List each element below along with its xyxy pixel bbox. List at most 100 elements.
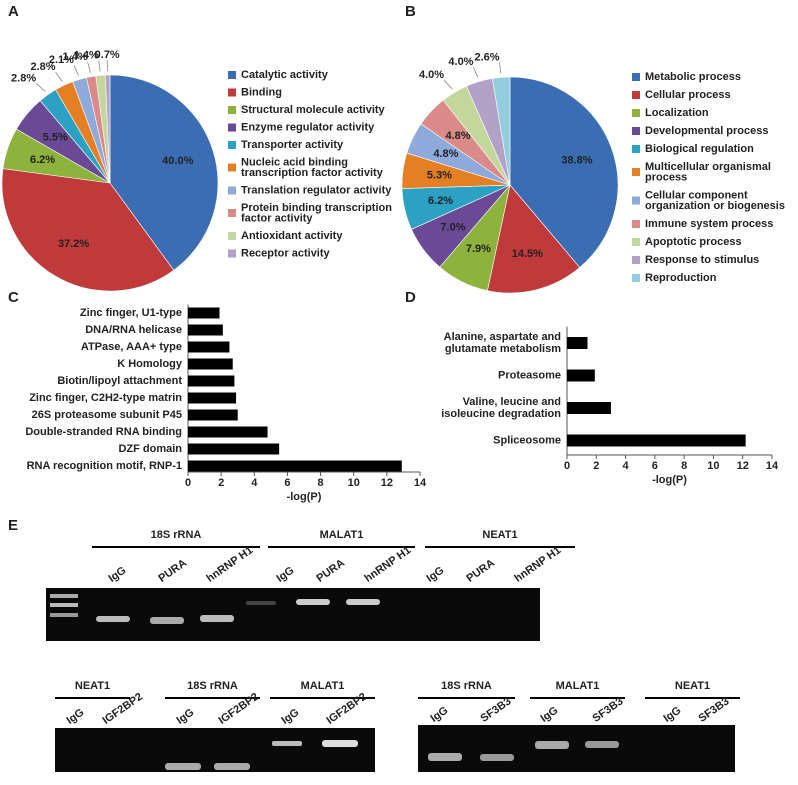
- bar: [188, 392, 237, 404]
- data-label: 4.0%: [419, 69, 444, 81]
- y-tick-label: 26S proteasome subunit P45: [32, 409, 182, 421]
- x-tick-label: 0: [185, 477, 191, 489]
- x-axis-label: -log(P): [287, 491, 322, 503]
- data-label: 4.8%: [433, 148, 458, 160]
- data-label: 1.4%: [63, 51, 88, 63]
- leader-line: [73, 65, 79, 76]
- legend-swatch: [632, 145, 640, 153]
- x-tick-label: 6: [284, 477, 290, 489]
- gel-lane-label: IgG: [429, 704, 451, 724]
- legend-swatch: [228, 209, 236, 217]
- gel-lane-label: IgG: [662, 704, 684, 724]
- legend-label: Reproduction: [645, 272, 717, 284]
- gel-lane-label: IGF2BP2: [217, 691, 261, 727]
- data-label: 4.0%: [448, 56, 473, 68]
- legend-label: Protein binding transcription factor acti…: [241, 202, 392, 225]
- gel-group-label: NEAT1: [482, 529, 517, 541]
- gel-lane-label: IgG: [280, 706, 302, 726]
- gel-lane-label: SF3B3: [697, 695, 732, 724]
- gel-lane-label: SF3B3: [591, 695, 626, 724]
- data-label: 37.2%: [58, 238, 89, 250]
- gel-group-label: 18S rRNA: [187, 680, 238, 692]
- y-tick-label: DZF domain: [118, 443, 182, 455]
- gel-group-label: NEAT1: [675, 680, 710, 692]
- gel-lane-label: IGF2BP2: [325, 691, 369, 727]
- legend-label: Translation regulator activity: [241, 184, 392, 196]
- x-tick-label: 2: [218, 477, 224, 489]
- bar: [188, 324, 223, 336]
- pie-slice: [509, 76, 619, 268]
- panel-label: A: [8, 3, 19, 20]
- x-tick-label: 0: [564, 460, 570, 472]
- x-tick-label: 8: [681, 460, 687, 472]
- gel-lane-label: hnRNP H1: [363, 544, 414, 585]
- legend-swatch: [632, 109, 640, 117]
- data-label: 0.7%: [95, 49, 120, 61]
- legend-label: Multicellular organismal process: [645, 161, 771, 184]
- y-tick-label: ATPase, AAA+ type: [81, 341, 182, 353]
- legend-label: Structural molecule activity: [241, 104, 386, 116]
- data-label: 2.8%: [11, 72, 36, 84]
- gel-image: [418, 725, 735, 772]
- leader-line: [499, 62, 502, 74]
- bar: [188, 341, 230, 353]
- gel-group-label: MALAT1: [320, 529, 364, 541]
- bar: [188, 358, 233, 370]
- legend-swatch: [228, 232, 236, 240]
- gel-group-label: MALAT1: [556, 680, 600, 692]
- leader-line: [473, 67, 479, 78]
- gel-lane-label: hnRNP H1: [513, 544, 564, 585]
- legend-label: Metabolic process: [645, 71, 741, 83]
- y-tick-label: DNA/RNA helicase: [85, 324, 182, 336]
- legend-label: Antioxidant activity: [241, 230, 343, 242]
- legend-swatch: [228, 186, 236, 195]
- legend-swatch: [632, 196, 640, 205]
- gel-lane-label: IgG: [425, 564, 447, 584]
- pie-slice: [492, 76, 511, 186]
- leader-line: [443, 80, 453, 90]
- gel-group-label: NEAT1: [75, 680, 110, 692]
- bar: [188, 307, 220, 319]
- data-label: 2.1%: [49, 54, 74, 66]
- gel-lane-label: hnRNP H1: [205, 544, 256, 585]
- leader-line: [87, 61, 91, 73]
- y-tick-label: Proteasome: [498, 369, 561, 381]
- bar: [567, 369, 595, 382]
- data-label: 4.8%: [445, 130, 470, 142]
- legend-label: Catalytic activity: [241, 69, 329, 81]
- bar: [188, 409, 238, 421]
- legend-label: Apoptotic process: [645, 236, 742, 248]
- legend-swatch: [228, 163, 236, 172]
- y-tick-label: RNA recognition motif, RNP-1: [27, 460, 182, 472]
- data-label: 40.0%: [162, 155, 193, 167]
- gel-lane-label: IgG: [107, 564, 129, 584]
- data-label: 2.6%: [474, 51, 499, 63]
- y-tick-label: Biotin/lipoyl attachment: [57, 375, 182, 387]
- x-tick-label: 4: [623, 460, 630, 472]
- bar: [188, 443, 280, 455]
- gel-lane-label: IgG: [539, 704, 561, 724]
- gel-group-label: 18S rRNA: [151, 529, 202, 541]
- legend-swatch: [632, 220, 640, 228]
- legend-swatch: [228, 249, 236, 258]
- panel-label: E: [8, 517, 18, 534]
- data-label: 1.4%: [74, 49, 99, 61]
- x-tick-label: 14: [766, 460, 779, 472]
- gel-group-label: 18S rRNA: [441, 680, 492, 692]
- legend-swatch: [632, 168, 640, 176]
- bar: [567, 337, 588, 349]
- legend-swatch: [228, 123, 236, 132]
- gel-lane-label: IgG: [65, 706, 87, 726]
- legend-swatch: [632, 91, 640, 99]
- legend-swatch: [632, 127, 640, 135]
- pie-slice: [104, 74, 111, 184]
- x-tick-label: 12: [737, 460, 749, 472]
- legend-label: Response to stimulus: [645, 254, 759, 266]
- data-label: 6.2%: [428, 195, 453, 207]
- gel-group-label: MALAT1: [301, 680, 345, 692]
- legend-swatch: [228, 88, 236, 97]
- panel-label: D: [405, 289, 416, 306]
- panel-label: B: [405, 3, 416, 20]
- pie-slice: [487, 184, 581, 294]
- x-tick-label: 2: [593, 460, 599, 472]
